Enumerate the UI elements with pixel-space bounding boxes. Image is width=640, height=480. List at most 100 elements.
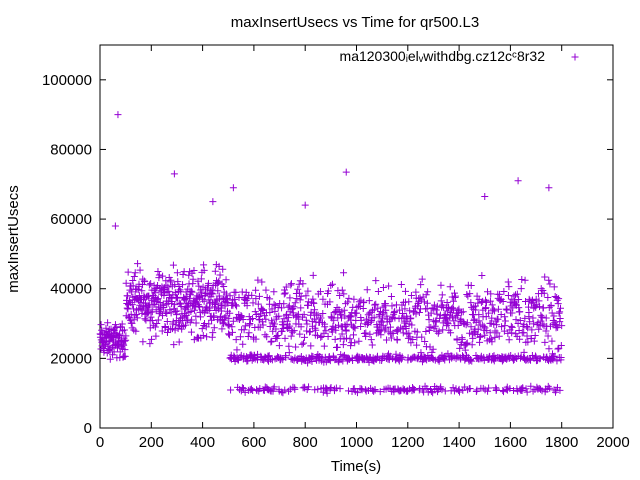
data-point — [251, 308, 259, 316]
data-point — [153, 319, 161, 327]
data-point — [328, 280, 336, 288]
data-point — [487, 335, 495, 343]
data-point — [209, 290, 217, 298]
data-point — [488, 338, 496, 346]
data-point — [285, 349, 293, 357]
data-point — [138, 287, 146, 295]
data-point — [334, 321, 342, 329]
x-tick-label: 1400 — [442, 434, 475, 451]
data-point — [494, 315, 502, 323]
data-point — [386, 384, 394, 392]
data-point — [181, 313, 189, 321]
data-point — [345, 294, 353, 302]
data-point — [361, 386, 369, 394]
data-point — [486, 297, 494, 305]
data-point — [254, 276, 262, 284]
data-point — [297, 323, 305, 331]
data-point — [169, 261, 177, 269]
data-point — [281, 289, 289, 297]
data-point — [459, 308, 467, 316]
data-point — [238, 384, 246, 392]
x-tick-label: 2000 — [596, 434, 629, 451]
data-point — [479, 297, 487, 305]
x-axis-label: Time(s) — [331, 458, 381, 475]
data-point — [152, 332, 160, 340]
x-tick-label: 400 — [190, 434, 215, 451]
data-point — [265, 352, 273, 360]
data-point — [190, 266, 198, 274]
data-point — [488, 314, 496, 322]
data-point — [185, 294, 193, 302]
data-point — [541, 273, 549, 281]
data-point — [505, 336, 513, 344]
data-point — [148, 308, 156, 316]
data-point — [360, 298, 368, 306]
data-point — [539, 286, 547, 294]
data-point — [372, 300, 380, 308]
data-point — [417, 281, 425, 289]
data-point — [538, 313, 546, 321]
data-point — [448, 313, 456, 321]
data-point — [244, 295, 252, 303]
data-point — [182, 321, 190, 329]
data-point — [198, 325, 206, 333]
data-point — [382, 306, 390, 314]
data-points — [96, 111, 566, 397]
data-point — [296, 330, 304, 338]
data-point — [287, 280, 295, 288]
data-point — [281, 334, 289, 342]
data-point — [150, 321, 158, 329]
data-point — [458, 308, 466, 316]
data-point — [481, 331, 489, 339]
data-point — [423, 299, 431, 307]
data-point — [252, 335, 260, 343]
data-point — [300, 339, 308, 347]
data-point — [525, 295, 533, 303]
data-point — [340, 269, 348, 277]
y-tick-label: 80000 — [50, 141, 92, 158]
data-point — [239, 340, 247, 348]
data-point — [451, 289, 459, 297]
data-point — [501, 317, 509, 325]
data-point — [430, 301, 438, 309]
data-point — [432, 306, 440, 314]
data-point — [266, 295, 274, 303]
data-point-outlier — [342, 168, 350, 176]
data-point — [126, 316, 134, 324]
data-point — [309, 271, 317, 279]
data-point — [531, 352, 539, 360]
data-point — [214, 287, 222, 295]
data-point — [270, 288, 278, 296]
data-point — [128, 288, 136, 296]
data-point — [266, 308, 274, 316]
data-point — [154, 268, 162, 276]
data-point — [195, 282, 203, 290]
legend-marker-symbol — [571, 53, 579, 61]
data-point — [447, 329, 455, 337]
data-point — [482, 304, 490, 312]
data-point — [332, 326, 340, 334]
data-point — [275, 342, 283, 350]
data-point — [377, 317, 385, 325]
data-point — [192, 312, 200, 320]
data-point — [272, 333, 280, 341]
data-point — [546, 280, 554, 288]
data-point — [520, 329, 528, 337]
data-point — [548, 337, 556, 345]
data-point — [133, 314, 141, 322]
data-point — [97, 321, 105, 329]
data-point — [477, 333, 485, 341]
x-tick-label: 200 — [139, 434, 164, 451]
data-point — [173, 293, 181, 301]
data-point — [492, 385, 500, 393]
data-point — [473, 386, 481, 394]
data-point — [131, 269, 139, 277]
data-point — [401, 287, 409, 295]
data-point — [497, 310, 505, 318]
data-point — [438, 386, 446, 394]
data-point — [304, 359, 312, 367]
data-point — [197, 275, 205, 283]
data-point — [314, 385, 322, 393]
data-point — [425, 326, 433, 334]
data-point — [392, 350, 400, 358]
